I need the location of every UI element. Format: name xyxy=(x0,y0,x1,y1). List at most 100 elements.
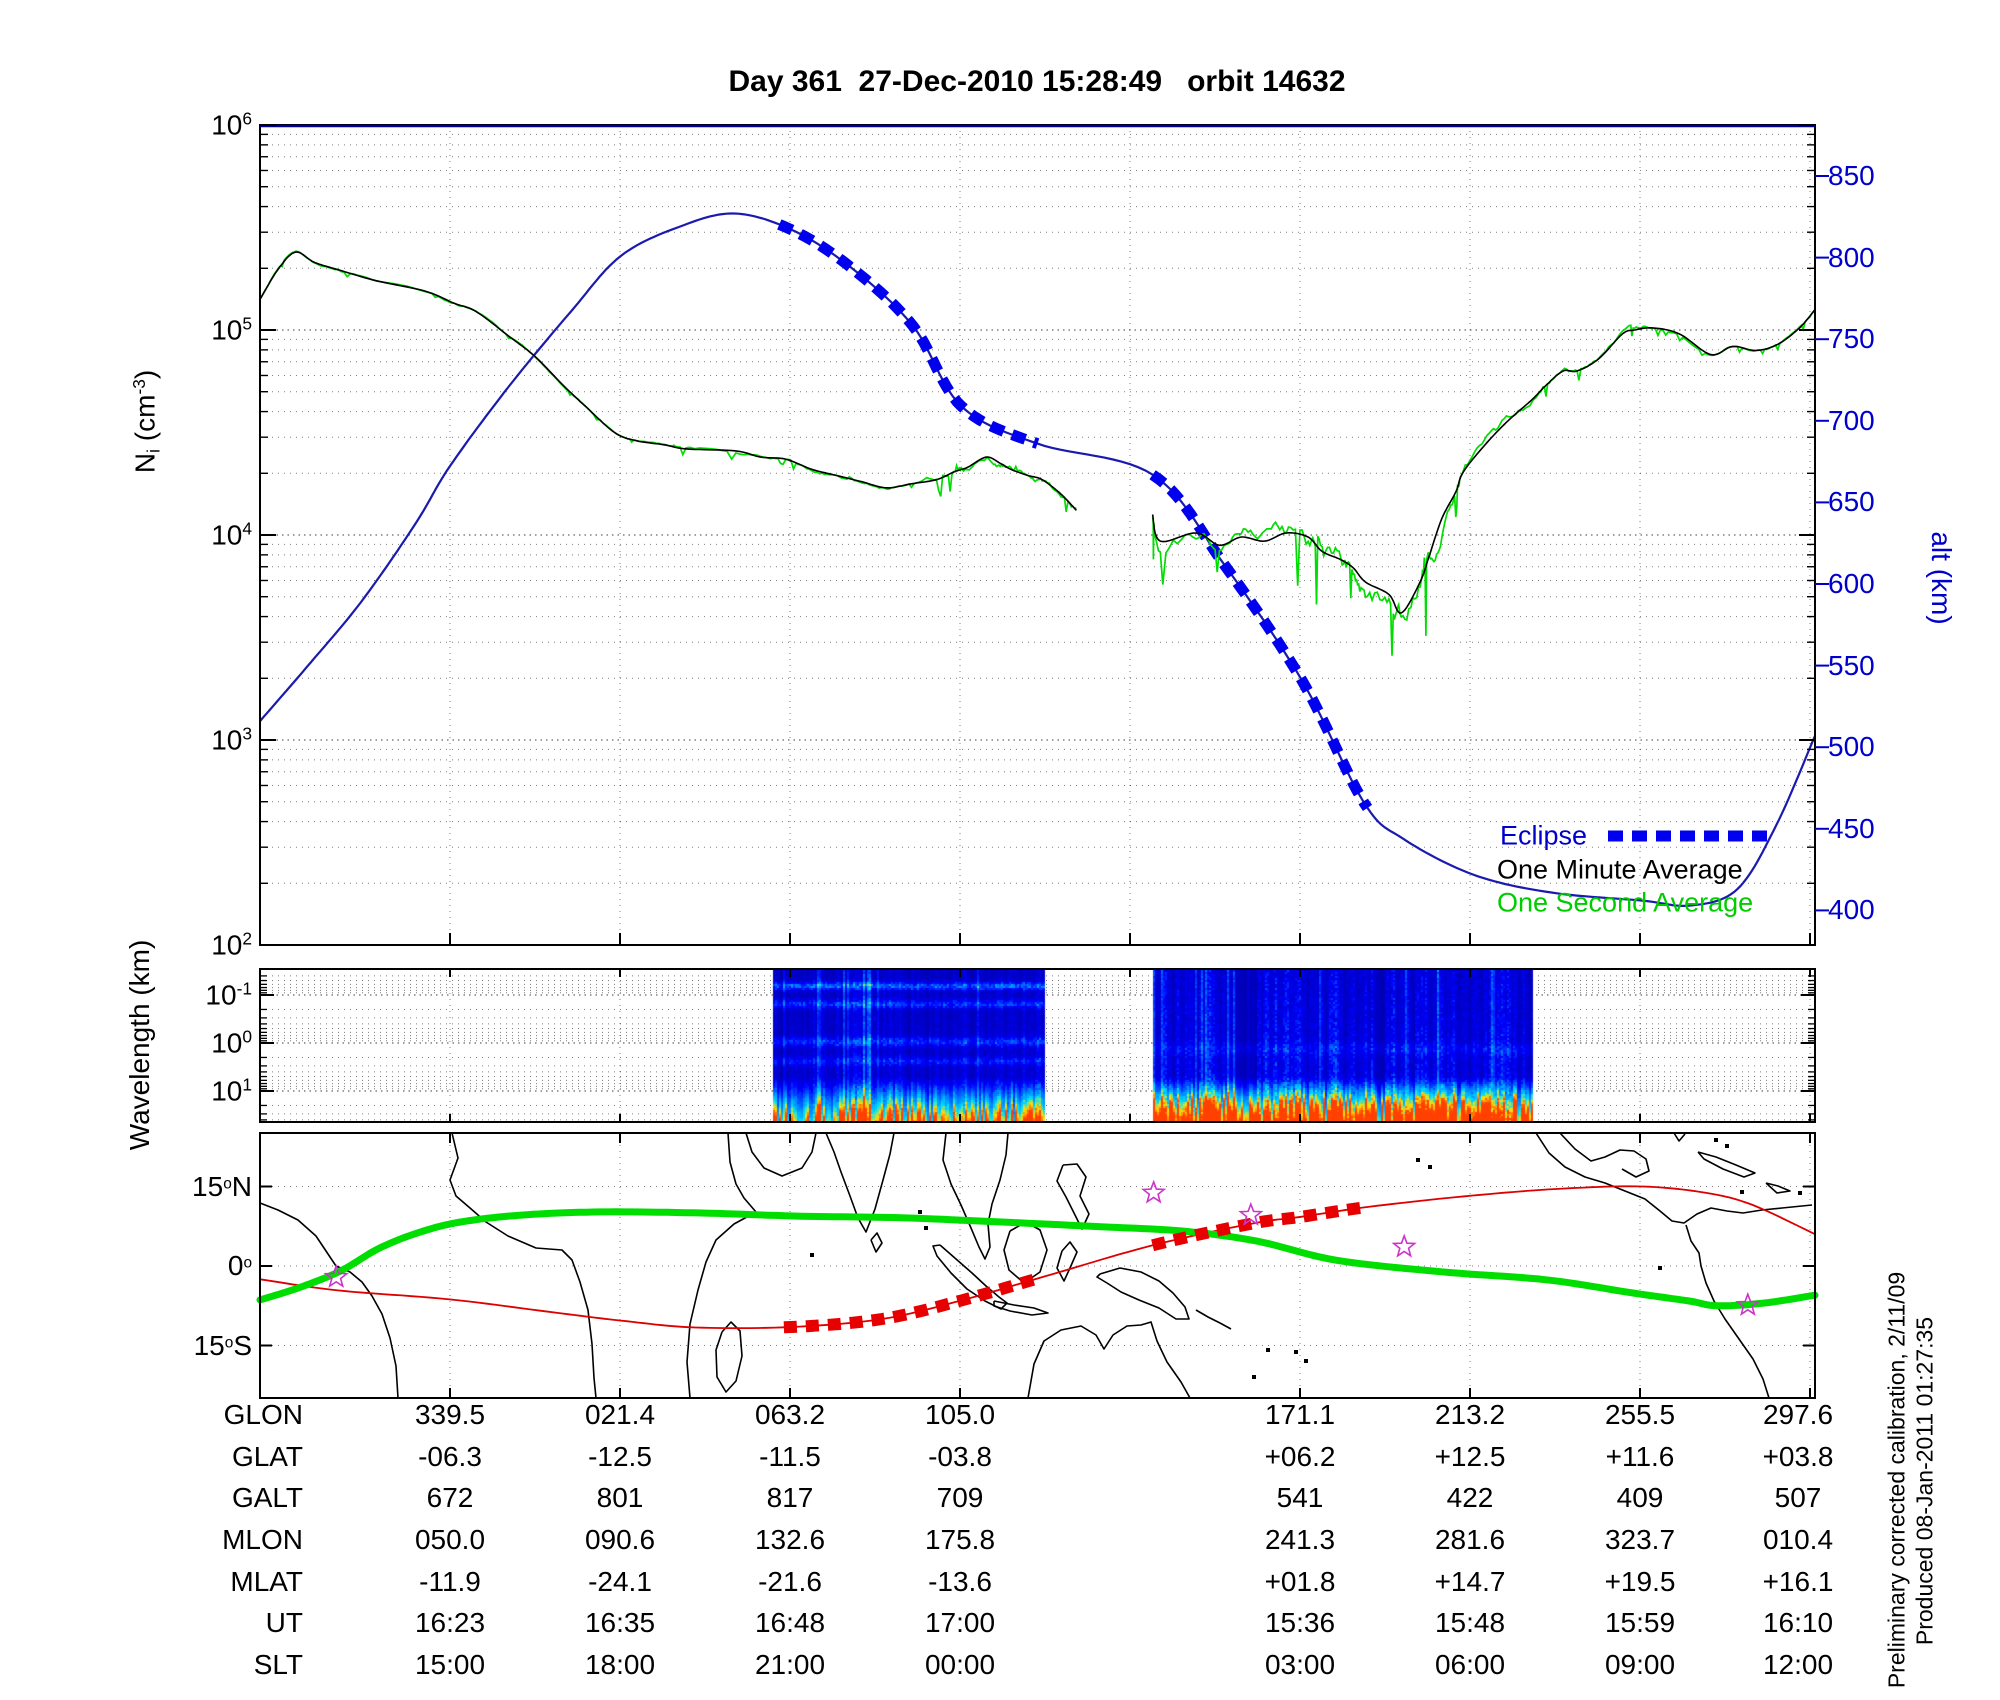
calibration-note: Preliminary corrected calibration, 2/11/… xyxy=(1883,1271,1910,1689)
coastline xyxy=(1685,1224,1770,1399)
table-cell-glat-3: -11.5 xyxy=(759,1441,821,1472)
table-cell-mlat-2: -24.1 xyxy=(588,1566,652,1597)
map-eclipse-segment-2 xyxy=(1151,1201,1365,1252)
table-cell-mlat-1: -11.9 xyxy=(419,1566,481,1597)
wavelength-spectrogram xyxy=(261,970,1814,1121)
table-cell-slt-2: 18:00 xyxy=(584,1649,656,1680)
island-speck xyxy=(1428,1165,1432,1169)
coastline xyxy=(825,1132,895,1233)
table-cell-mlon-3: 132.6 xyxy=(754,1524,826,1555)
table-cell-mlon-5: 241.3 xyxy=(1264,1524,1336,1555)
table-cell-glat-2: -12.5 xyxy=(588,1441,652,1472)
table-cell-slt-7: 09:00 xyxy=(1604,1649,1676,1680)
table-cell-mlat-3: -21.6 xyxy=(758,1566,822,1597)
island-speck xyxy=(1294,1350,1298,1354)
equator-crossing-star-3 xyxy=(1238,1201,1264,1226)
table-cell-ut-8: 16:10 xyxy=(1762,1607,1834,1638)
coastline xyxy=(1195,1309,1232,1330)
one-minute-average-curve-seg1 xyxy=(259,251,1077,511)
wavelength-panel-frame xyxy=(259,968,1816,1123)
eclipse-marker-segment-1 xyxy=(777,219,1040,449)
coastline xyxy=(870,1232,883,1253)
page-title: Day 361 27-Dec-2010 15:28:49 orbit 14632 xyxy=(728,65,1346,98)
island-speck xyxy=(1266,1348,1270,1352)
table-cell-glat-6: +12.5 xyxy=(1434,1441,1506,1472)
coastline xyxy=(1056,1241,1078,1282)
density-y-axis-label: Ni (cm-3) xyxy=(128,369,164,474)
map-eclipse-segment-1 xyxy=(783,1272,1039,1334)
alt-axis-label: alt (km) xyxy=(1926,531,1957,625)
table-cell-glat-1: -06.3 xyxy=(418,1441,482,1472)
coastline xyxy=(993,1300,1049,1316)
table-cell-mlat-7: +19.5 xyxy=(1604,1566,1676,1597)
equator-crossing-star-2 xyxy=(1141,1179,1167,1204)
table-cell-galt-8: 507 xyxy=(1774,1482,1822,1513)
table-cell-galt-4: 709 xyxy=(936,1482,984,1513)
coastline xyxy=(1765,1182,1791,1194)
density-y-tick-label: 105 xyxy=(211,313,252,346)
equator-crossing-star-5 xyxy=(1735,1291,1761,1316)
magnetic-equator-curve xyxy=(256,1208,1819,1310)
table-cell-glon-1: 339.5 xyxy=(414,1399,486,1430)
world-map-coastlines xyxy=(259,1132,1813,1399)
altitude-curve xyxy=(259,212,1817,907)
island-speck xyxy=(1658,1266,1662,1270)
coastline xyxy=(1027,1321,1191,1399)
island-speck xyxy=(1252,1375,1256,1379)
table-cell-glat-8: +03.8 xyxy=(1762,1441,1834,1472)
table-cell-glat-5: +06.2 xyxy=(1264,1441,1336,1472)
table-cell-slt-4: 00:00 xyxy=(924,1649,996,1680)
alt-tick-label: 500 xyxy=(1828,731,1875,763)
coastline xyxy=(1056,1163,1090,1230)
table-cell-ut-4: 17:00 xyxy=(924,1607,996,1638)
table-cell-ut-7: 15:59 xyxy=(1604,1607,1676,1638)
alt-tick-label: 800 xyxy=(1828,241,1875,273)
produced-note: Produced 08-Jan-2011 01:27:35 xyxy=(1911,1316,1938,1646)
alt-tick-label: 450 xyxy=(1828,812,1875,844)
table-cell-ut-3: 16:48 xyxy=(754,1607,826,1638)
table-cell-slt-6: 06:00 xyxy=(1434,1649,1506,1680)
island-speck xyxy=(1304,1359,1308,1363)
alt-tick-label: 550 xyxy=(1828,649,1875,681)
table-cell-galt-1: 672 xyxy=(426,1482,474,1513)
table-cell-mlat-8: +16.1 xyxy=(1762,1566,1834,1597)
island-speck xyxy=(924,1226,928,1230)
table-cell-mlon-6: 281.6 xyxy=(1434,1524,1506,1555)
coastline xyxy=(1096,1267,1190,1320)
alt-tick-label: 650 xyxy=(1828,486,1875,518)
alt-tick-label: 700 xyxy=(1828,404,1875,436)
table-cell-mlon-2: 090.6 xyxy=(584,1524,656,1555)
table-cell-glon-7: 255.5 xyxy=(1604,1399,1676,1430)
island-speck xyxy=(810,1253,814,1257)
alt-tick-label: 400 xyxy=(1828,894,1875,926)
density-y-tick-label: 106 xyxy=(211,108,252,141)
wavelength-y-tick-label: 10-1 xyxy=(205,978,252,1011)
table-row-label-slt: SLT xyxy=(253,1649,303,1680)
coastline xyxy=(1559,1132,1650,1178)
ground-track-curve xyxy=(259,1185,1816,1330)
density-y-tick-label: 104 xyxy=(211,518,252,551)
table-cell-ut-6: 15:48 xyxy=(1434,1607,1506,1638)
wavelength-y-axis-label: Wavelength (km) xyxy=(124,939,155,1151)
table-cell-glon-5: 171.1 xyxy=(1264,1399,1336,1430)
coastline xyxy=(1003,1221,1048,1284)
table-cell-slt-5: 03:00 xyxy=(1264,1649,1336,1680)
coastline xyxy=(715,1321,743,1393)
alt-tick-label: 850 xyxy=(1828,160,1875,191)
coastline xyxy=(745,1132,817,1177)
one-minute-average-curve-seg2 xyxy=(1151,308,1816,614)
map-lat-tick-label: 15oS xyxy=(193,1329,252,1361)
island-speck xyxy=(1740,1190,1744,1194)
table-cell-slt-8: 12:00 xyxy=(1762,1649,1834,1680)
density-y-tick-label: 103 xyxy=(211,723,252,756)
table-row-label-ut: UT xyxy=(265,1607,303,1638)
table-cell-mlat-5: +01.8 xyxy=(1264,1566,1336,1597)
table-row-label-galt: GALT xyxy=(231,1482,303,1513)
legend-one-minute-label: One Minute Average xyxy=(1497,854,1743,885)
table-cell-mlon-1: 050.0 xyxy=(414,1524,486,1555)
table-cell-mlon-7: 323.7 xyxy=(1604,1524,1676,1555)
table-cell-mlon-4: 175.8 xyxy=(924,1524,996,1555)
coastline xyxy=(1673,1132,1686,1142)
